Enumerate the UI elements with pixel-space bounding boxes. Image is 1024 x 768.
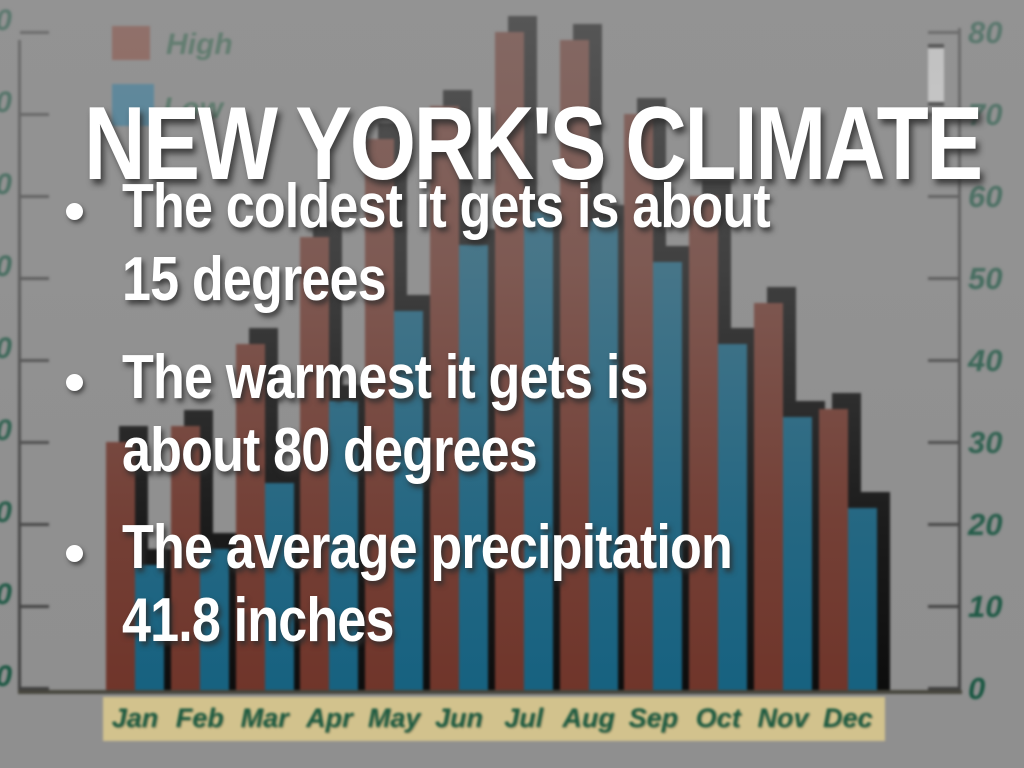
right-tick-50 bbox=[928, 277, 960, 280]
month-label-jun: Jun bbox=[434, 703, 484, 733]
left-tick-50 bbox=[20, 277, 49, 280]
bullet-line: about 80 degrees bbox=[122, 416, 538, 485]
bar-low-nov bbox=[783, 417, 812, 694]
right-tick-40 bbox=[928, 359, 960, 362]
left-tick-20 bbox=[20, 523, 49, 526]
left-axis-label-20: 20 bbox=[0, 496, 12, 530]
left-tick-40 bbox=[20, 359, 49, 362]
right-tick-80 bbox=[928, 31, 960, 34]
bullet-warmest: The warmest it gets is about 80 degrees bbox=[122, 341, 648, 487]
month-label-nov: Nov bbox=[757, 703, 809, 733]
legend-high-label: High bbox=[166, 28, 233, 61]
right-axis-label-20: 20 bbox=[968, 507, 1003, 542]
left-axis-label-10: 10 bbox=[0, 578, 12, 612]
left-tick-60 bbox=[20, 195, 49, 198]
month-label-sep: Sep bbox=[628, 703, 679, 733]
left-tick-30 bbox=[20, 441, 49, 444]
bullet-line: The average precipitation bbox=[122, 513, 733, 582]
bullet-dot bbox=[66, 203, 83, 220]
month-label-jul: Jul bbox=[504, 703, 544, 733]
month-label-dec: Dec bbox=[823, 703, 873, 733]
left-axis-label-80: 80 bbox=[0, 4, 12, 38]
slide-title: NEW YORK'S CLIMATE bbox=[84, 85, 983, 202]
bar-high-dec bbox=[818, 409, 848, 694]
right-axis-label-0: 0 bbox=[968, 671, 986, 706]
left-axis-label-50: 50 bbox=[0, 250, 12, 284]
right-tick-10 bbox=[928, 605, 960, 608]
month-axis-strip: Jan Feb Mar Apr May Jun Jul Aug Sep Oct Nov Dec bbox=[103, 697, 885, 741]
left-axis-label-0: 0 bbox=[0, 660, 12, 694]
right-axis-label-50: 50 bbox=[968, 261, 1003, 296]
right-axis-label-80: 80 bbox=[968, 15, 1003, 50]
bullet-line: 15 degrees bbox=[122, 245, 387, 314]
month-label-apr: Apr bbox=[306, 703, 353, 733]
bullet-coldest: The coldest it gets is about 15 degrees bbox=[122, 170, 771, 316]
left-tick-10 bbox=[20, 605, 49, 608]
legend-high-swatch bbox=[112, 26, 150, 60]
bullet-line: 41.8 inches bbox=[122, 586, 394, 655]
bar-low-dec bbox=[847, 507, 877, 694]
bullet-line: The warmest it gets is bbox=[122, 343, 648, 412]
left-axis-label-70: 70 bbox=[0, 86, 12, 120]
right-tick-30 bbox=[928, 441, 960, 444]
bullet-line: The coldest it gets is about bbox=[122, 172, 771, 241]
right-tick-20 bbox=[928, 523, 960, 526]
right-axis-label-40: 40 bbox=[968, 343, 1003, 378]
bar-high-nov bbox=[754, 302, 783, 694]
bullet-precipitation: The average precipitation 41.8 inches bbox=[122, 511, 733, 657]
month-label-feb: Feb bbox=[175, 703, 224, 733]
left-tick-80 bbox=[20, 31, 49, 34]
month-label-oct: Oct bbox=[695, 703, 741, 733]
bullet-dot bbox=[66, 545, 83, 562]
month-label-jan: Jan bbox=[111, 703, 159, 733]
left-axis-label-60: 60 bbox=[0, 168, 12, 202]
month-label-aug: Aug bbox=[562, 703, 615, 733]
chart-baseline bbox=[18, 690, 962, 694]
left-y-axis-line bbox=[18, 40, 21, 694]
right-axis-label-10: 10 bbox=[968, 589, 1003, 624]
left-tick-70 bbox=[20, 113, 49, 116]
month-label-may: May bbox=[367, 703, 421, 733]
month-label-mar: Mar bbox=[240, 703, 289, 733]
left-axis-label-30: 30 bbox=[0, 414, 12, 448]
left-axis-label-40: 40 bbox=[0, 332, 12, 366]
bullet-dot bbox=[66, 374, 83, 391]
right-axis-label-30: 30 bbox=[968, 425, 1003, 460]
